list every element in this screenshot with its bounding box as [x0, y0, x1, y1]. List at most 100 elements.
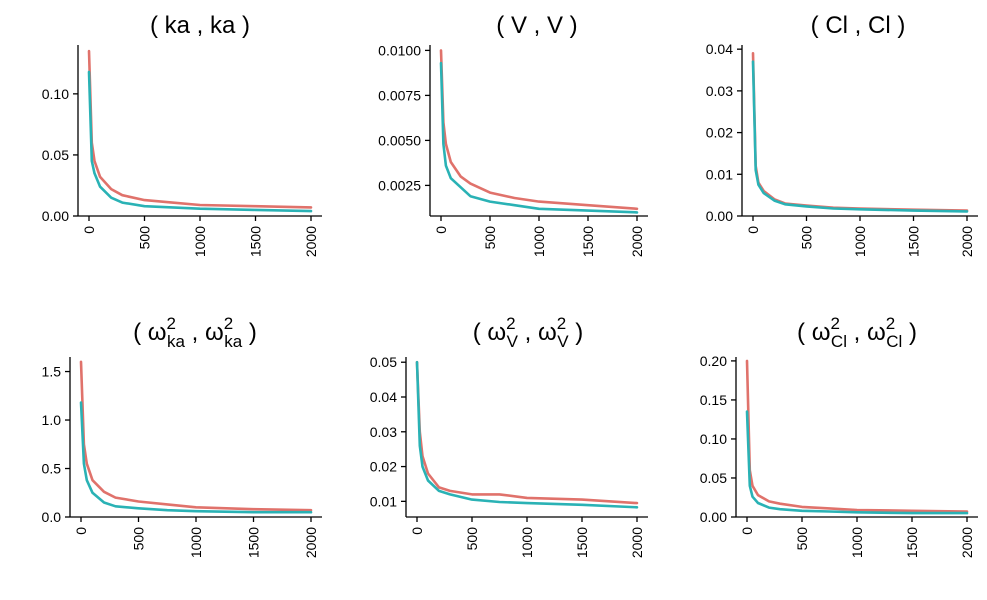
x-tick-label: 0 — [73, 527, 89, 535]
title-subscript: ka — [224, 332, 243, 351]
x-tick-label: 2000 — [629, 527, 645, 558]
y-tick-label: 0.20 — [700, 353, 727, 369]
series-line-series-a — [415, 360, 639, 505]
x-tick-label: 1000 — [849, 527, 865, 558]
x-tick-label: 2000 — [303, 527, 319, 558]
title-paren-close: ) — [242, 319, 257, 346]
y-tick-label: 0.01 — [706, 166, 733, 182]
y-tick-label: 0.0050 — [378, 132, 421, 148]
series-line-series-b — [87, 70, 313, 213]
x-tick-label: 0 — [739, 527, 755, 535]
title-superscript: 2 — [167, 314, 176, 333]
panel-1: ( ka , ka ) 0.00 0.05 0.10 0 500 1000 1500 2000 — [42, 12, 322, 257]
y-tick-label: 0.03 — [706, 83, 733, 99]
title-separator: , — [185, 319, 205, 346]
title-separator: , — [527, 12, 547, 39]
series-line-series-b — [745, 410, 969, 515]
title-superscript: 2 — [886, 314, 895, 333]
y-tick-label: 0.04 — [370, 389, 397, 405]
title-paren-open: ( — [797, 319, 812, 346]
x-tick-label: 1000 — [852, 226, 868, 257]
title-subscript: V — [507, 332, 519, 351]
title-superscript: 2 — [224, 314, 233, 333]
title-symbol: ω — [538, 319, 557, 346]
title-superscript: 2 — [506, 314, 515, 333]
y-tick-label: 0.00 — [42, 208, 69, 224]
x-tick-label: 500 — [137, 226, 153, 250]
title-symbol: V — [547, 12, 563, 39]
x-tick-label: 2000 — [959, 226, 975, 257]
y-tick-label: 0.05 — [42, 147, 69, 163]
x-tick-label: 1500 — [580, 226, 596, 257]
x-tick-label: 500 — [794, 527, 810, 551]
title-subscript: Cl — [831, 332, 847, 351]
title-symbol: Cl — [825, 12, 848, 39]
panel-2: ( V , V ) 0.0025 0.0050 0.0075 0.0100 0 500 100… — [378, 12, 648, 257]
title-symbol: ω — [148, 319, 167, 346]
panel-title: ( ω2V​ , ω2V​ ) — [473, 314, 583, 351]
title-separator: , — [190, 12, 210, 39]
panel-title: ( Cl , Cl ) — [811, 12, 906, 39]
title-paren-close: ) — [569, 319, 584, 346]
title-subscript: Cl — [886, 332, 902, 351]
y-tick-label: 0.00 — [700, 509, 727, 525]
y-tick-label: 0.5 — [42, 461, 62, 477]
x-tick-label: 1000 — [531, 226, 547, 257]
y-tick-label: 0.10 — [42, 86, 69, 102]
y-tick-label: 0.02 — [706, 125, 733, 141]
y-tick-label: 0.00 — [706, 208, 733, 224]
panel-3: ( Cl , Cl ) 0.00 0.01 0.02 0.03 0.04 0 500 1000 1… — [706, 12, 978, 257]
series-line-series-b — [751, 60, 969, 213]
y-tick-label: 0.0100 — [378, 42, 421, 58]
y-tick-label: 0.15 — [700, 392, 727, 408]
x-tick-label: 1500 — [906, 226, 922, 257]
title-subscript: ka — [167, 332, 186, 351]
y-tick-label: 0.01 — [370, 493, 397, 509]
y-tick-label: 0.03 — [370, 424, 397, 440]
title-symbol: V — [511, 12, 527, 39]
x-tick-label: 0 — [745, 226, 761, 234]
title-symbol: ω — [812, 319, 831, 346]
x-tick-label: 500 — [464, 527, 480, 551]
y-tick-label: 0.02 — [370, 459, 397, 475]
title-symbol: ka — [165, 12, 191, 39]
x-tick-label: 500 — [482, 226, 498, 250]
x-tick-label: 500 — [131, 527, 147, 551]
series-line-series-a — [87, 49, 313, 209]
title-paren-open: ( — [150, 12, 165, 39]
x-tick-label: 500 — [799, 226, 815, 250]
y-tick-label: 1.5 — [42, 364, 62, 380]
y-tick-label: 1.0 — [42, 412, 62, 428]
title-paren-open: ( — [473, 319, 488, 346]
series-line-series-a — [745, 359, 969, 513]
title-separator: , — [518, 319, 538, 346]
title-separator: , — [847, 319, 867, 346]
x-tick-label: 1500 — [248, 226, 264, 257]
x-tick-label: 2000 — [303, 226, 319, 257]
x-tick-label: 1500 — [246, 527, 262, 558]
title-symbol: ω — [205, 319, 224, 346]
series-line-series-b — [439, 61, 639, 214]
title-superscript: 2 — [557, 314, 566, 333]
title-paren-close: ) — [902, 319, 917, 346]
x-tick-label: 1500 — [904, 527, 920, 558]
y-tick-label: 0.05 — [700, 470, 727, 486]
x-tick-label: 1500 — [574, 527, 590, 558]
panel-5: ( ω2V​ , ω2V​ ) 0.01 0.02 0.03 0.04 0.05 0 500 1… — [370, 314, 648, 558]
title-paren-close: ) — [563, 12, 578, 39]
y-tick-label: 0.04 — [706, 41, 733, 57]
x-tick-label: 2000 — [959, 527, 975, 558]
title-separator: , — [848, 12, 868, 39]
y-tick-label: 0.0025 — [378, 177, 421, 193]
x-tick-label: 0 — [409, 527, 425, 535]
panel-title: ( ka , ka ) — [150, 12, 250, 39]
series-line-series-b — [79, 401, 313, 514]
title-symbol: Cl — [868, 12, 891, 39]
y-tick-label: 0.10 — [700, 431, 727, 447]
x-tick-label: 1000 — [192, 226, 208, 257]
